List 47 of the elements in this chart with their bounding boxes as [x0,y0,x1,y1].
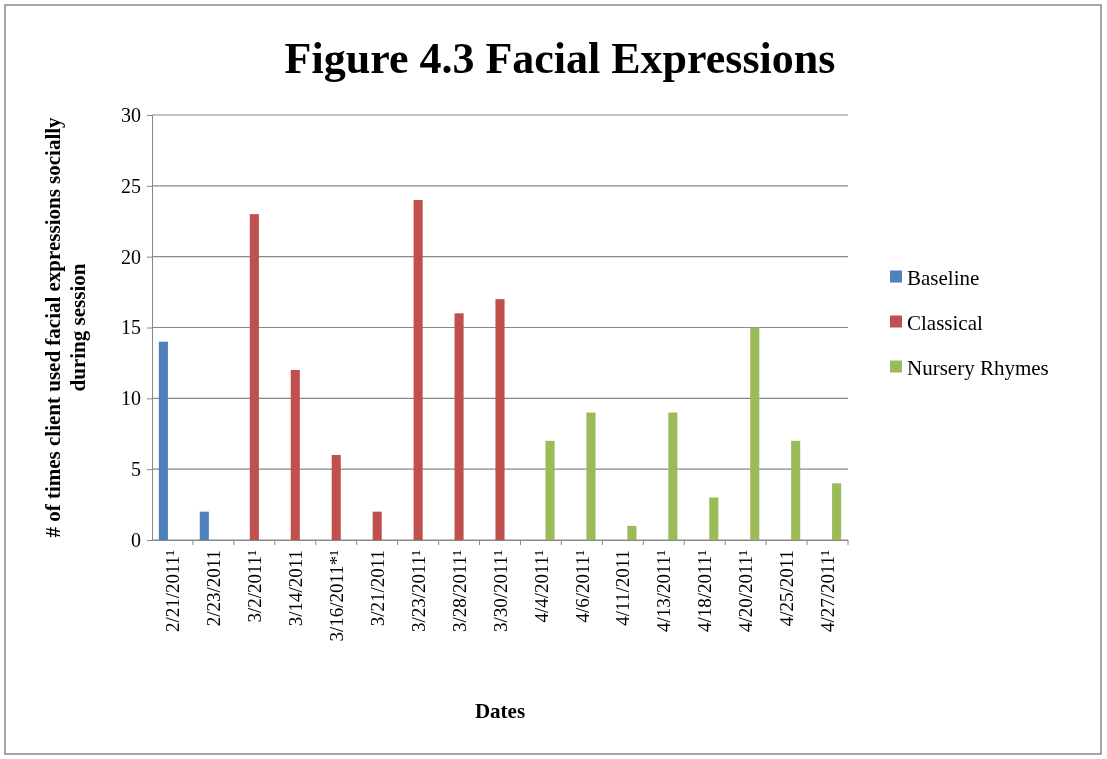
y-tick-label: 25 [121,174,141,197]
bar [199,511,209,540]
bar [495,299,505,540]
x-tick-label: 4/25/2011 [776,550,798,627]
y-tick-label: 15 [121,316,141,339]
y-tick-label: 20 [121,245,141,268]
bar [158,341,168,540]
y-tick-label: 5 [131,458,141,481]
x-tick-label: 4/18/2011¹ [694,549,716,633]
bar [709,497,719,540]
bar [832,483,842,540]
x-tick-label: 4/20/2011¹ [735,549,757,633]
x-tick-label: 4/27/2011¹ [817,549,839,633]
chart-title: Figure 4.3 Facial Expressions [284,34,836,83]
bar [413,200,423,540]
bar [249,214,259,540]
bar [791,440,801,540]
bar [668,412,678,540]
x-tick-label: 4/13/2011¹ [653,549,675,633]
x-tick-label: 2/23/2011 [203,550,225,627]
x-tick-label: 3/23/2011¹ [407,549,429,633]
x-tick-label: 3/21/2011 [366,550,388,627]
x-tick-label: 3/14/2011 [284,550,306,627]
x-axis-title: Dates [474,699,526,723]
x-tick-label: 3/2/2011¹ [244,549,265,623]
bar [627,525,637,540]
x-tick-label: 2/21/2011¹ [162,549,184,633]
legend-label: Baseline [907,265,980,290]
bar [586,412,596,540]
y-tick-label: 0 [131,528,141,551]
x-tick-label: 4/6/2011¹ [571,549,593,623]
bar [372,511,382,540]
x-tick-label: 4/11/2011 [612,550,634,626]
x-tick-label: 3/16/2011*¹ [325,549,347,642]
bar [750,327,760,540]
legend-label: Nursery Rhymes [907,355,1049,380]
y-tick-label: 10 [121,387,141,410]
y-tick-label: 30 [121,103,141,126]
legend-label: Classical [907,310,983,335]
y-axis-title: # of times client used facial expressions socially during session [41,116,91,538]
bar [331,455,341,540]
x-tick-label: 3/30/2011¹ [489,549,511,633]
bar [545,440,555,540]
bar [290,370,300,540]
bar [454,313,464,540]
x-tick-label: 4/4/2011¹ [530,549,552,623]
x-tick-label: 3/28/2011¹ [448,549,470,633]
